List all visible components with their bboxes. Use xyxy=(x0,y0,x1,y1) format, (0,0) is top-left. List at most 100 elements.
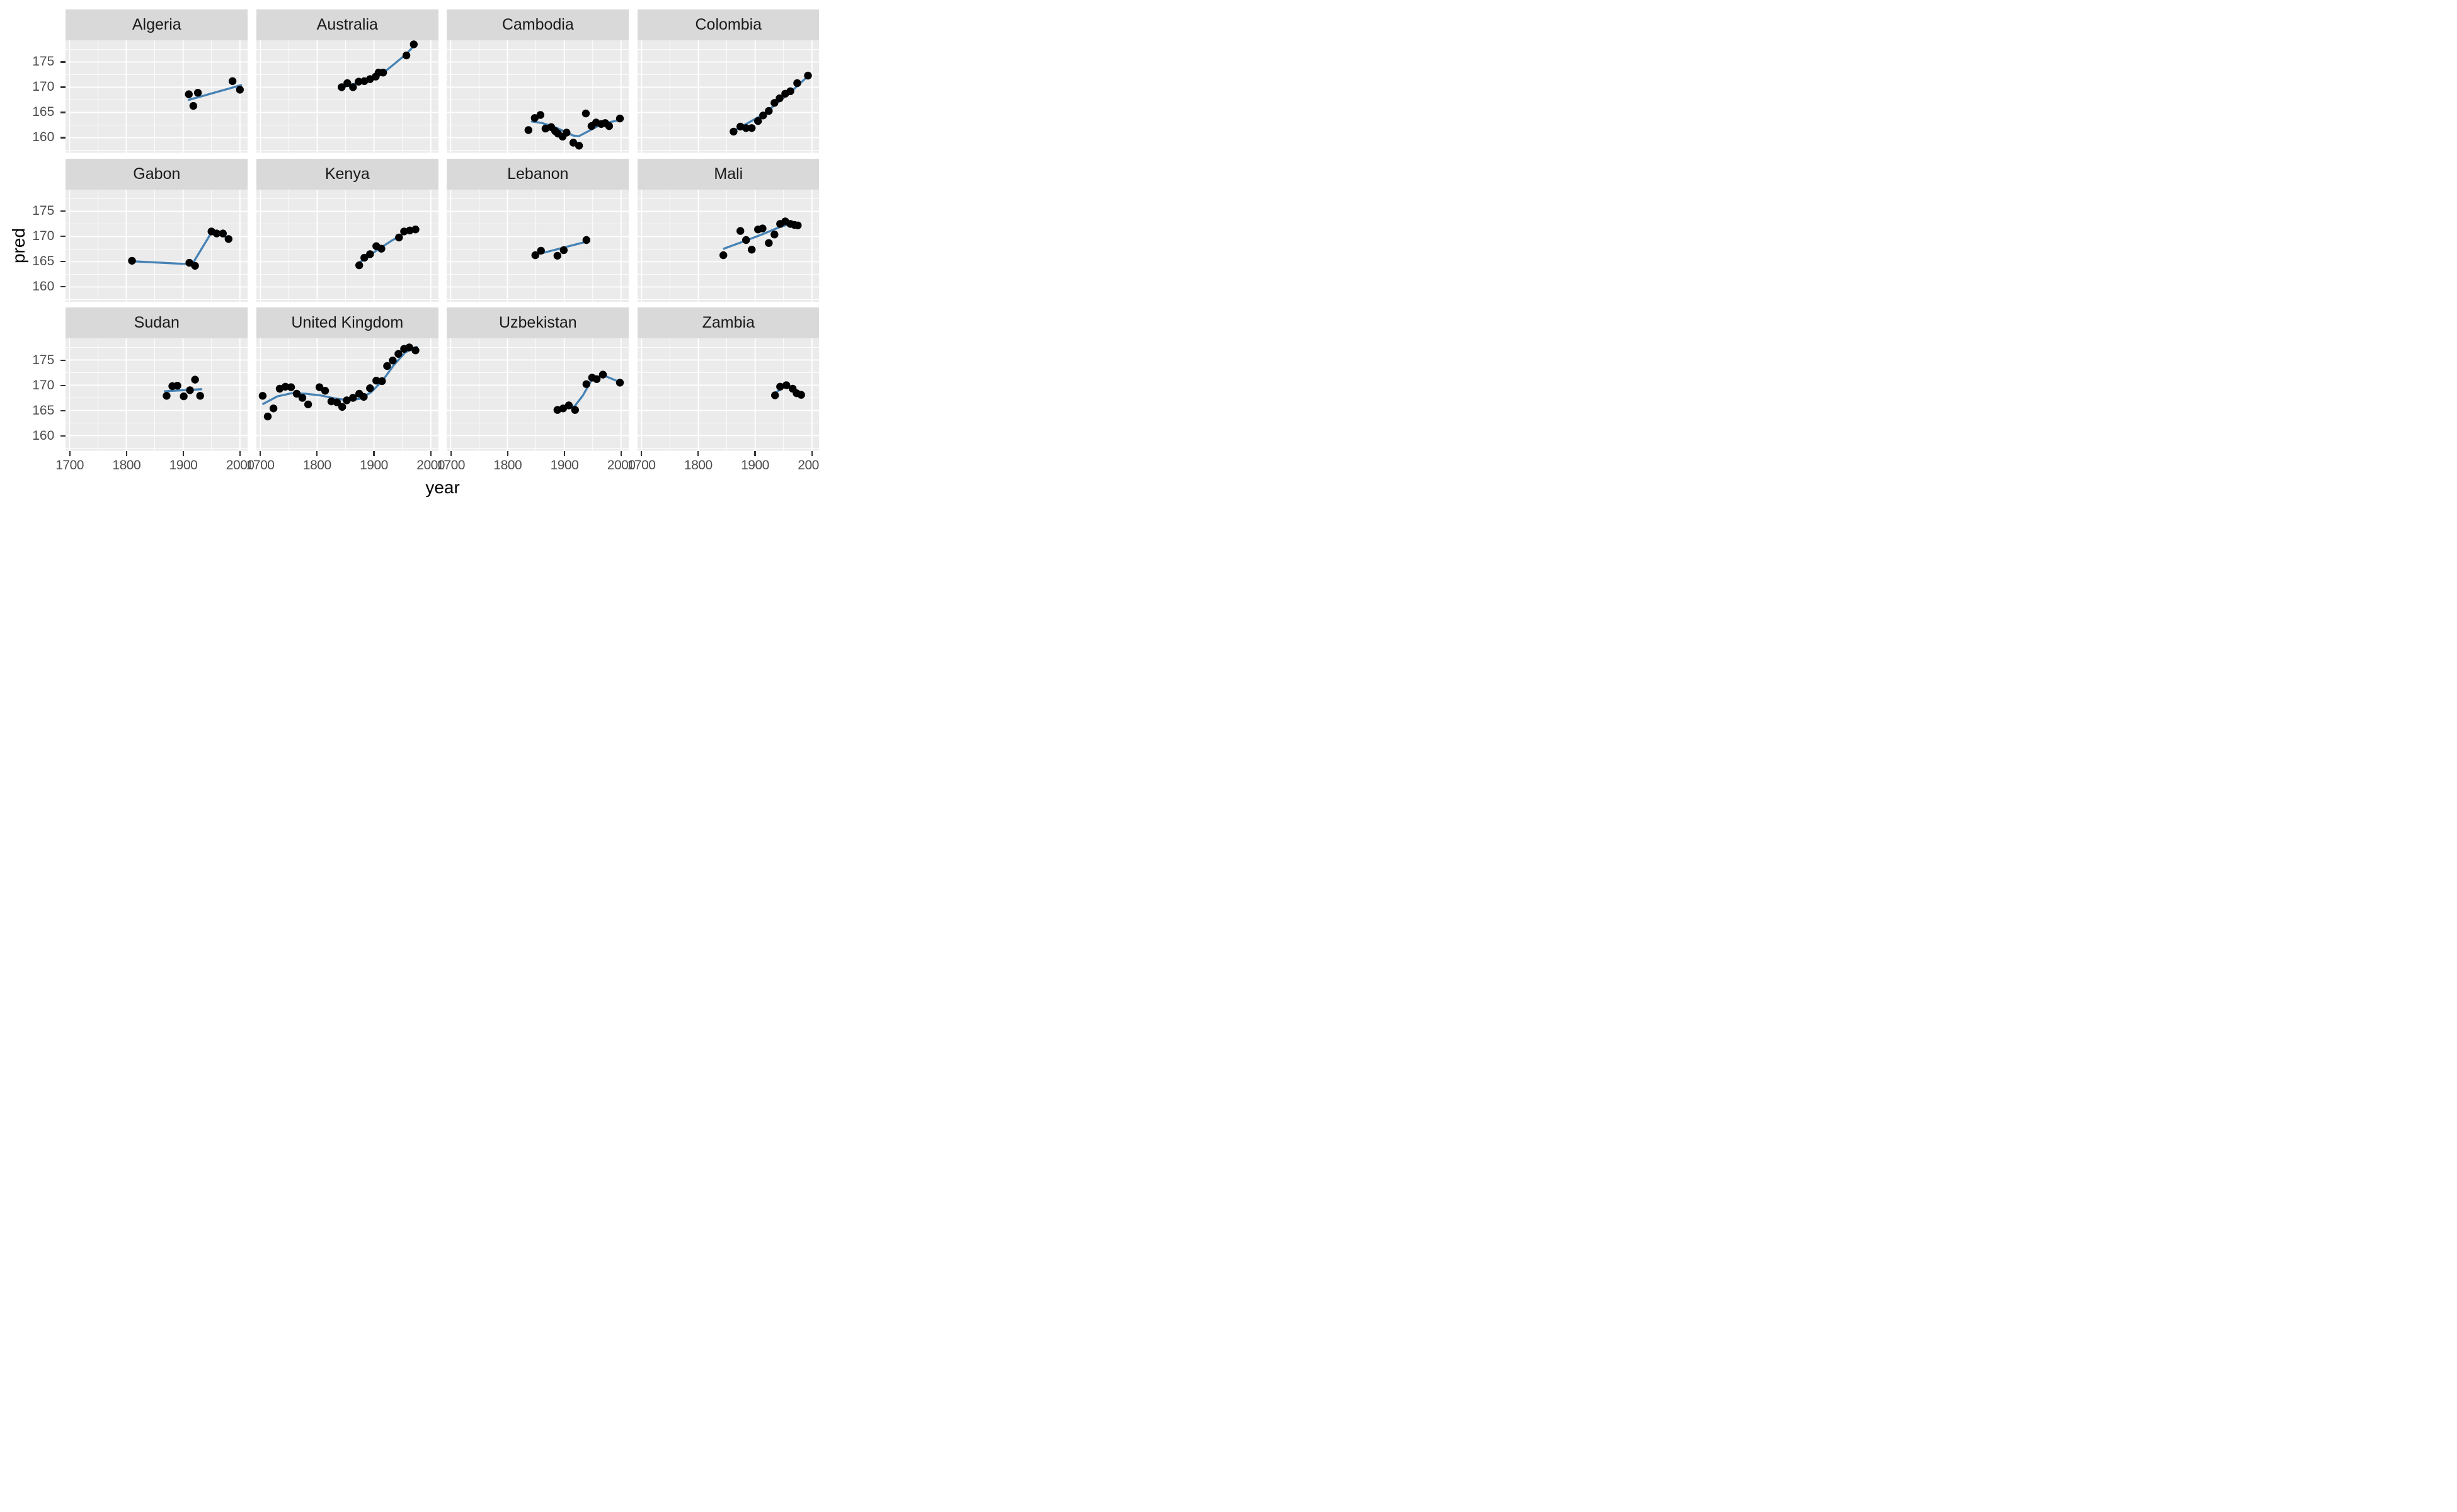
data-point xyxy=(287,383,295,391)
data-point xyxy=(405,343,413,352)
data-point xyxy=(377,244,386,253)
data-point xyxy=(394,233,403,241)
axis-tick xyxy=(60,61,66,63)
facet-strip-uzbekistan: Uzbekistan xyxy=(447,307,629,339)
facet-strip-mali: Mali xyxy=(637,158,819,190)
data-point xyxy=(388,357,397,365)
y-tick-label: 160 xyxy=(32,279,55,294)
data-point xyxy=(219,229,227,238)
data-point xyxy=(742,236,750,244)
data-point xyxy=(163,392,171,400)
axis-tick xyxy=(373,450,375,456)
y-tick-label: 175 xyxy=(32,203,55,219)
facet-panel-lebanon xyxy=(447,189,629,302)
data-point xyxy=(196,392,205,400)
smooth-line-algeria xyxy=(188,84,243,101)
facet-strip-lebanon: Lebanon xyxy=(447,158,629,190)
axis-tick xyxy=(811,450,813,456)
axis-tick xyxy=(239,450,241,456)
facet-title: Colombia xyxy=(695,16,762,34)
y-tick-label: 165 xyxy=(32,254,55,269)
x-tick-label: 2000 xyxy=(607,457,636,472)
data-point xyxy=(365,384,374,392)
y-tick-label: 160 xyxy=(32,130,55,145)
data-point xyxy=(776,382,784,391)
data-point xyxy=(173,382,182,390)
facet-title: Lebanon xyxy=(507,164,569,183)
facet-panel-uzbekistan xyxy=(447,338,629,451)
axis-tick xyxy=(316,450,318,456)
data-point xyxy=(360,253,369,261)
axis-tick xyxy=(60,286,66,288)
data-point xyxy=(559,246,568,254)
smooth-line-sudan xyxy=(164,388,203,392)
x-axis-title: year xyxy=(425,477,460,497)
data-point xyxy=(212,229,221,238)
y-tick-label: 175 xyxy=(32,54,55,69)
data-point xyxy=(321,387,329,395)
x-tick-label: 1900 xyxy=(550,457,579,472)
x-tick-label: 1900 xyxy=(741,457,769,472)
axis-tick xyxy=(60,112,66,113)
data-point xyxy=(564,401,573,410)
data-point xyxy=(616,379,624,387)
y-tick-label: 170 xyxy=(32,79,55,94)
data-point xyxy=(281,382,289,391)
data-point xyxy=(786,87,794,95)
data-point xyxy=(348,394,357,402)
y-tick-label: 165 xyxy=(32,403,55,418)
data-point xyxy=(191,375,200,384)
facet-title: Kenya xyxy=(324,164,370,183)
axis-tick xyxy=(60,210,66,212)
data-point xyxy=(747,245,756,254)
axis-tick xyxy=(60,384,66,386)
axis-tick xyxy=(697,450,699,456)
facet-strip-zambia: Zambia xyxy=(637,307,819,339)
data-point xyxy=(747,124,756,132)
data-point xyxy=(236,86,244,94)
data-point xyxy=(382,362,391,370)
facet-title: Mali xyxy=(714,164,743,183)
data-point xyxy=(753,117,762,125)
data-point xyxy=(185,90,193,98)
facet-title: Uzbekistan xyxy=(498,314,577,332)
axis-tick xyxy=(60,410,66,411)
axis-tick xyxy=(125,450,127,456)
facet-panel-mali xyxy=(637,189,819,302)
data-point xyxy=(128,256,136,265)
axis-tick xyxy=(69,450,71,456)
x-tick-label: 1900 xyxy=(360,457,388,472)
data-point xyxy=(304,400,312,409)
facet-panel-united-kingdom xyxy=(256,338,438,451)
data-point xyxy=(263,412,272,421)
data-point xyxy=(379,69,387,77)
x-tick-label: 1700 xyxy=(246,457,275,472)
axis-tick xyxy=(507,450,508,456)
y-tick-label: 165 xyxy=(32,105,55,120)
axis-tick xyxy=(754,450,756,456)
data-point xyxy=(770,230,779,238)
data-point xyxy=(180,392,188,401)
axis-tick xyxy=(450,450,452,456)
facet-strip-cambodia: Cambodia xyxy=(447,9,629,40)
data-point xyxy=(770,99,779,107)
data-point xyxy=(189,101,198,110)
data-point xyxy=(782,381,791,389)
y-tick-label: 175 xyxy=(32,352,55,367)
data-point xyxy=(402,51,411,60)
data-point xyxy=(365,249,374,258)
facet-strip-sudan: Sudan xyxy=(66,307,248,339)
x-tick-label: 1900 xyxy=(169,457,198,472)
data-point xyxy=(298,394,306,402)
data-point xyxy=(372,377,381,385)
data-point xyxy=(581,109,590,118)
data-point xyxy=(793,221,802,229)
data-point xyxy=(229,77,237,85)
facet-panel-colombia xyxy=(637,40,819,153)
data-point xyxy=(354,77,363,86)
facet-panel-kenya xyxy=(256,189,438,302)
data-point xyxy=(258,392,266,400)
facet-strip-kenya: Kenya xyxy=(256,158,438,190)
axis-tick xyxy=(60,137,66,139)
data-point xyxy=(186,386,194,394)
